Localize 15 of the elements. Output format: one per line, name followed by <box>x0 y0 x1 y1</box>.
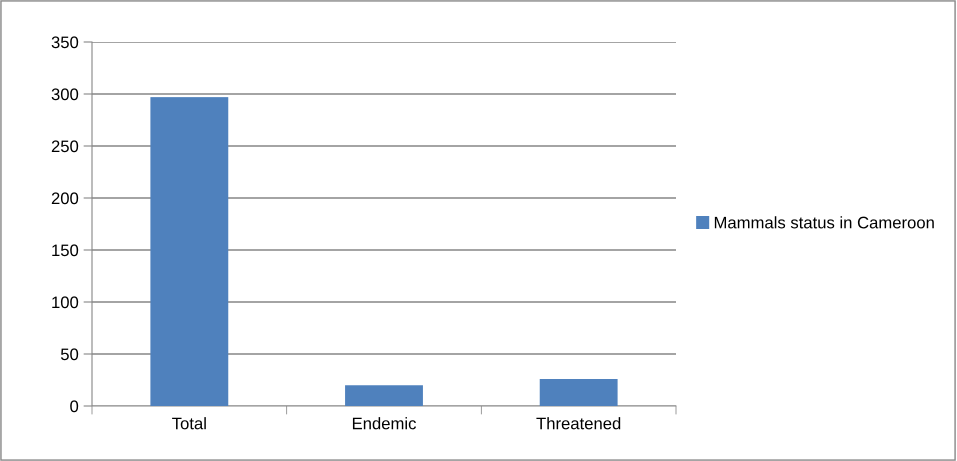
bar <box>345 385 423 406</box>
bar <box>150 97 228 406</box>
bar <box>540 378 618 406</box>
y-tick-label: 300 <box>52 88 78 100</box>
y-tick-label: 200 <box>52 192 78 204</box>
y-tick-label: 250 <box>52 140 78 152</box>
y-tick-label: 150 <box>52 244 78 256</box>
x-tick-label: Threatened <box>536 417 620 430</box>
y-tick-label: 100 <box>52 296 78 308</box>
y-tick-label: 350 <box>52 36 78 48</box>
y-tick-label: 0 <box>70 400 78 412</box>
x-tick-label: Total <box>172 417 206 430</box>
y-tick-label: 50 <box>60 348 78 360</box>
legend-label: Mammals status in Cameroon <box>714 216 934 228</box>
x-tick-label: Endemic <box>352 417 416 430</box>
